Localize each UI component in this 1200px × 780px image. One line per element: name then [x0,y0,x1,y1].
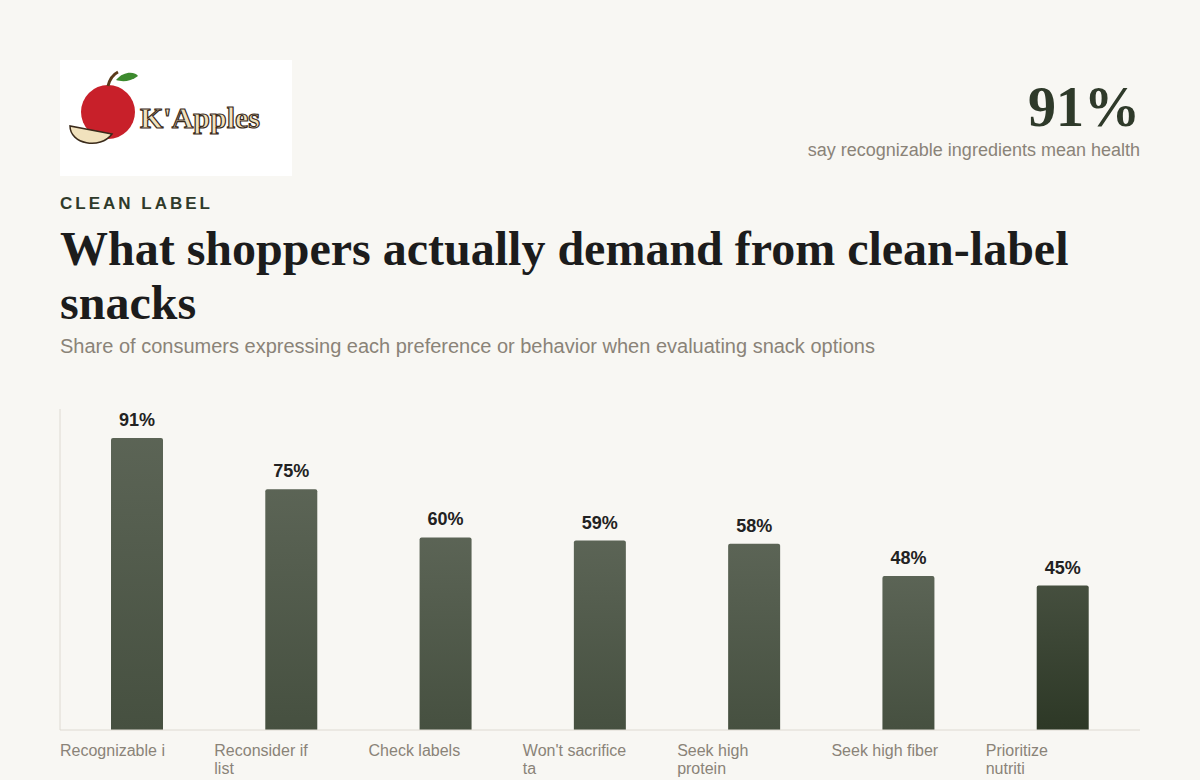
svg-text:K'Apples: K'Apples [140,101,260,134]
svg-text:59%: 59% [582,513,618,533]
svg-text:Seek high fiber: Seek high fiber [831,742,938,759]
svg-text:75%: 75% [273,461,309,481]
svg-text:Reconsider iflist: Reconsider iflist [214,742,308,777]
svg-text:48%: 48% [890,548,926,568]
html-text:CLEAN LABEL: CLEAN LABEL [60,194,213,213]
html-text:Share of consumers expressing: Share of consumers expressing each prefe… [60,335,875,357]
html-text:What shoppers actually demand: What shoppers actually demand from clean… [60,222,1069,329]
svg-text:Seek highprotein: Seek highprotein [677,742,748,777]
svg-text:60%: 60% [428,509,464,529]
svg-text:Won't sacrificeta: Won't sacrificeta [523,742,626,777]
svg-text:Recognizable i: Recognizable i [60,742,165,759]
svg-text:58%: 58% [736,516,772,536]
svg-text:91%: 91% [119,410,155,430]
html-text:say recognizable ingredients m: say recognizable ingredients mean health [807,140,1140,160]
svg-text:Prioritizenutriti: Prioritizenutriti [986,742,1048,777]
svg-text:45%: 45% [1045,558,1081,578]
html-text:91%: 91% [1028,76,1140,138]
svg-text:Check labels: Check labels [369,742,461,759]
